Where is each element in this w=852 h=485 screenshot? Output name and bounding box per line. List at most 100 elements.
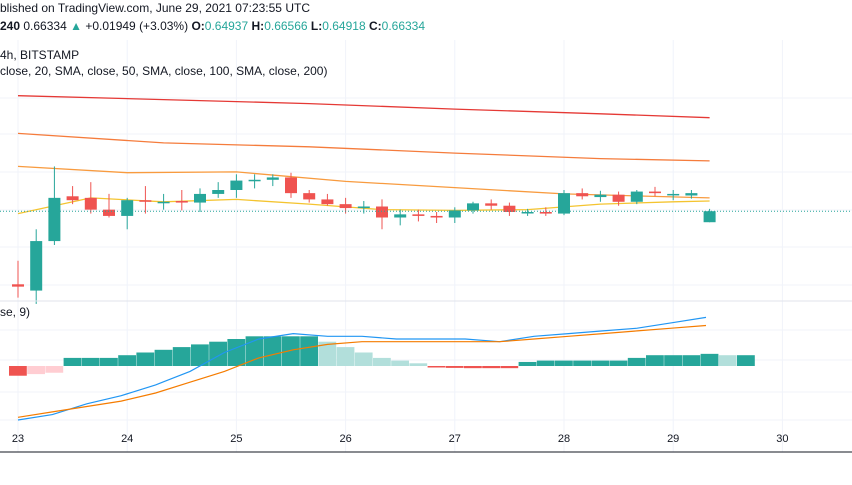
macd-hist-bar bbox=[45, 366, 64, 373]
candle-down bbox=[576, 193, 589, 197]
candle-down bbox=[321, 199, 334, 205]
candle-up bbox=[194, 193, 206, 203]
open-label: O: bbox=[191, 19, 205, 33]
macd-hist-bar bbox=[718, 355, 737, 366]
candle-down bbox=[649, 191, 661, 194]
price-change: +0.01949 (+3.03%) bbox=[85, 19, 189, 33]
candle-down bbox=[84, 197, 97, 210]
time-tick-label: 28 bbox=[558, 433, 570, 445]
candle-down bbox=[285, 177, 297, 194]
candle-down bbox=[175, 201, 188, 203]
time-tick-label: 26 bbox=[339, 433, 351, 445]
macd-hist-bar bbox=[118, 355, 136, 366]
macd-hist-bar bbox=[682, 355, 701, 366]
macd-hist-bar bbox=[555, 360, 573, 366]
time-tick-label: 30 bbox=[776, 433, 788, 445]
candle-down bbox=[66, 196, 79, 201]
candle-down bbox=[303, 193, 316, 200]
macd-hist-bar bbox=[191, 344, 209, 366]
candle-up bbox=[667, 193, 680, 196]
candle-up bbox=[248, 179, 261, 182]
published-text: blished on TradingView.com, June 29, 202… bbox=[0, 1, 310, 15]
candle-up bbox=[521, 212, 534, 214]
macd-hist-bar bbox=[354, 352, 373, 366]
change-arrow-icon: ▲ bbox=[70, 19, 82, 33]
macd-hist-bar bbox=[300, 336, 318, 366]
close-label: C: bbox=[368, 19, 382, 33]
candle-up bbox=[266, 177, 279, 180]
time-tick-label: 29 bbox=[667, 433, 679, 445]
candle-up bbox=[230, 180, 243, 190]
interval-label: 240 bbox=[0, 19, 21, 33]
candle-down bbox=[12, 284, 24, 287]
macd-hist-bar bbox=[245, 336, 264, 366]
macd-hist-bar bbox=[482, 366, 500, 369]
signal-line bbox=[17, 324, 707, 418]
indicator-legend[interactable]: close, 20, SMA, close, 50, SMA, close, 1… bbox=[0, 64, 327, 78]
candle-up bbox=[685, 193, 698, 196]
macd-hist-bar bbox=[209, 341, 227, 366]
candle-up bbox=[394, 214, 407, 218]
sma-50-line bbox=[17, 165, 710, 199]
high-value: 0.66566 bbox=[264, 19, 308, 33]
grid-lines bbox=[0, 40, 852, 452]
candle-up bbox=[448, 210, 461, 218]
macd-hist-bar bbox=[737, 355, 755, 366]
macd-hist-bar bbox=[646, 355, 664, 366]
candle-up bbox=[157, 201, 170, 204]
candle-down bbox=[485, 203, 498, 206]
low-label: L: bbox=[310, 19, 323, 33]
macd-legend[interactable]: se, 9) bbox=[0, 305, 30, 319]
macd-hist-bar bbox=[9, 366, 27, 376]
macd-hist-bar bbox=[282, 336, 300, 366]
macd-hist-bar bbox=[136, 352, 155, 366]
moving-average-lines bbox=[17, 95, 710, 215]
open-value: 0.64937 bbox=[204, 19, 249, 33]
macd-hist-bar bbox=[427, 366, 446, 368]
candle-down bbox=[430, 215, 443, 218]
candle-up bbox=[630, 191, 643, 202]
time-axis-ticks: 23 24 25 26 27 28 29 30 bbox=[12, 433, 789, 445]
publish-info: blished on TradingView.com, June 29, 202… bbox=[0, 1, 310, 15]
macd-hist-bar bbox=[445, 366, 464, 368]
macd-histogram bbox=[9, 336, 755, 376]
macd-hist-bar bbox=[391, 360, 409, 366]
macd-legend-text: se, 9) bbox=[0, 305, 31, 319]
macd-hist-bar bbox=[81, 357, 100, 366]
macd-hist-bar bbox=[518, 361, 537, 366]
candle-up bbox=[357, 206, 370, 209]
macd-hist-bar bbox=[609, 360, 628, 366]
macd-hist-bar bbox=[227, 339, 246, 366]
candle-down bbox=[339, 204, 352, 209]
candle-down bbox=[103, 209, 115, 216]
candle-up bbox=[121, 200, 134, 216]
macd-hist-bar bbox=[373, 357, 391, 366]
macd-hist-bar bbox=[263, 336, 282, 366]
candle-down bbox=[539, 212, 552, 214]
candle-up bbox=[467, 203, 479, 211]
candle-down bbox=[503, 205, 516, 212]
macd-line bbox=[17, 316, 707, 421]
macd-hist-bar bbox=[464, 366, 482, 369]
macd-hist-bar bbox=[664, 355, 682, 366]
time-tick-label: 27 bbox=[449, 433, 461, 445]
macd-hist-bar bbox=[500, 366, 519, 369]
symbol-info: 4h, BITSTAMP bbox=[0, 48, 79, 62]
high-label: H: bbox=[251, 19, 265, 33]
macd-hist-bar bbox=[154, 349, 173, 366]
candle-up bbox=[48, 197, 61, 242]
macd-hist-bar bbox=[27, 366, 45, 375]
candle-up bbox=[30, 241, 43, 291]
sma-100-line bbox=[17, 132, 710, 162]
macd-hist-bar bbox=[627, 357, 646, 366]
sma-200-line bbox=[17, 95, 710, 119]
candlesticks bbox=[12, 166, 716, 304]
time-tick-label: 23 bbox=[12, 433, 24, 445]
last-price: 0.66334 bbox=[23, 19, 67, 33]
macd-hist-bar bbox=[409, 363, 428, 366]
time-tick-label: 24 bbox=[121, 433, 133, 445]
macd-lines bbox=[17, 316, 707, 421]
macd-hist-bar bbox=[336, 347, 355, 366]
candle-down bbox=[139, 200, 152, 202]
